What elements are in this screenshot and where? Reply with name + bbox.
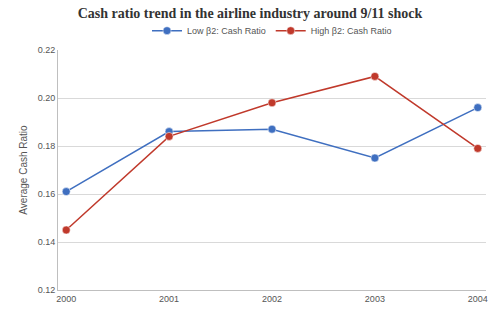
svg-text:Average Cash Ratio: Average Cash Ratio	[18, 125, 29, 215]
svg-text:0.14: 0.14	[38, 237, 56, 247]
svg-text:Low β2: Cash Ratio: Low β2: Cash Ratio	[187, 26, 266, 36]
svg-text:0.20: 0.20	[38, 93, 56, 103]
svg-text:Cash ratio trend in the airlin: Cash ratio trend in the airline industry…	[78, 6, 423, 21]
svg-text:0.18: 0.18	[38, 141, 56, 151]
svg-text:2002: 2002	[262, 294, 282, 304]
svg-text:2001: 2001	[159, 294, 179, 304]
svg-text:0.12: 0.12	[38, 285, 56, 295]
svg-text:2004: 2004	[468, 294, 488, 304]
svg-text:2003: 2003	[365, 294, 385, 304]
svg-text:High β2: Cash Ratio: High β2: Cash Ratio	[311, 26, 392, 36]
svg-text:0.22: 0.22	[38, 45, 56, 55]
svg-text:0.16: 0.16	[38, 189, 56, 199]
svg-text:2000: 2000	[56, 294, 76, 304]
